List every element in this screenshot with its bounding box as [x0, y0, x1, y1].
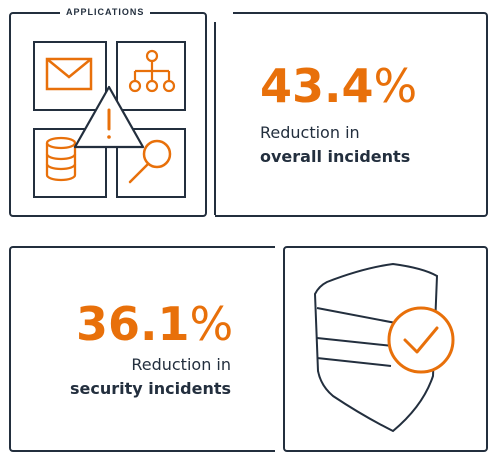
security-reduction-description: Reduction in security incidents — [69, 353, 231, 401]
security-desc-line2: security incidents — [70, 379, 231, 398]
magnifier-icon — [128, 139, 172, 184]
overall-reduction-description: Reduction in overall incidents — [260, 121, 410, 169]
security-illustration-panel — [283, 246, 488, 452]
overall-value-unit: % — [373, 59, 418, 113]
overall-value-number: 43.4 — [260, 59, 374, 113]
overall-panel-left-edge — [214, 22, 216, 215]
mail-tile — [33, 41, 107, 111]
applications-illustration — [33, 41, 186, 198]
security-stat-panel — [9, 246, 275, 452]
security-value-number: 36.1 — [76, 297, 190, 351]
security-desc-line1: Reduction in — [131, 355, 231, 374]
org-chart-tile — [116, 41, 186, 111]
security-reduction-value: 36.1% — [76, 301, 233, 347]
mail-icon — [45, 57, 93, 91]
org-chart-icon — [128, 49, 176, 93]
applications-label: APPLICATIONS — [60, 5, 151, 19]
overall-reduction-value: 43.4% — [260, 63, 417, 109]
security-value-unit: % — [189, 297, 234, 351]
checkmark-circle-icon — [387, 306, 455, 374]
database-icon — [45, 136, 77, 182]
shield-icon — [313, 262, 439, 433]
overall-desc-line2: overall incidents — [260, 147, 411, 166]
security-illustration — [313, 262, 455, 433]
overall-desc-line1: Reduction in — [260, 123, 360, 142]
overall-stat-panel — [213, 12, 488, 217]
warning-icon — [73, 85, 145, 149]
